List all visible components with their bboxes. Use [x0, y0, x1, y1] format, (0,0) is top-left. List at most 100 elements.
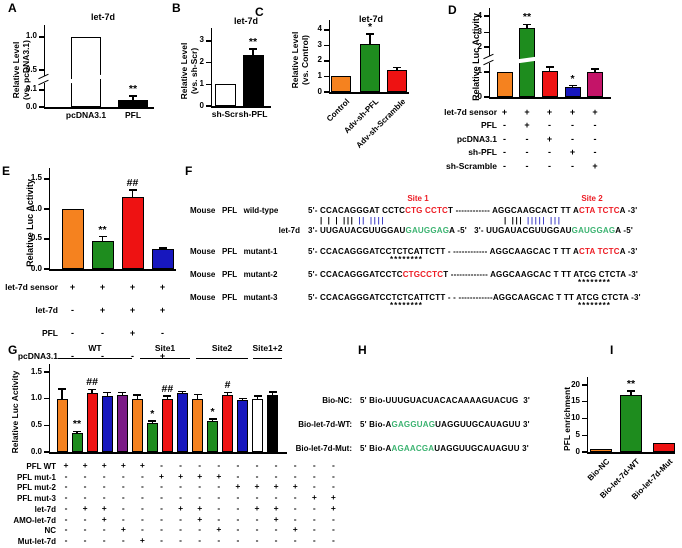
matrix-sign: + [273, 481, 279, 492]
error-bar [226, 392, 229, 396]
matrix-sign: - [160, 460, 163, 470]
matrix-sign: - [64, 470, 68, 481]
bar-bar-1 [71, 433, 83, 452]
matrix-sign: - [64, 534, 68, 545]
y-axis-label: Relative Luc Activity [24, 178, 35, 267]
matrix-sign: - [102, 534, 106, 545]
matrix-sign: + [569, 107, 576, 117]
error-bar-cap [103, 391, 112, 394]
matrix-sign: - [160, 534, 163, 545]
matrix-sign: - [525, 147, 529, 158]
bar-bar-10 [207, 421, 218, 452]
matrix-sign: + [82, 460, 88, 470]
matrix-sign: - [83, 513, 87, 524]
matrix-sign: + [101, 502, 107, 513]
matrix-sign: + [254, 502, 260, 513]
probe-label: Bio-let-7d-Mut: [295, 444, 352, 453]
matrix-sign: - [198, 481, 202, 492]
seq-row-label: Mouse PFL wild-type [190, 206, 279, 215]
matrix-sign: + [501, 107, 508, 117]
tick-mark [324, 91, 329, 93]
tick-mark [44, 178, 49, 180]
matrix-sign: + [569, 147, 576, 158]
matrix-sign: - [121, 502, 125, 513]
seq-segment: A -3' [619, 206, 638, 215]
matrix-sign: - [160, 481, 163, 492]
group-label: Site2 [211, 343, 233, 353]
significance-label: ** [72, 418, 82, 431]
tick-label: 1.0 [30, 393, 42, 403]
tick-mark [206, 105, 211, 107]
matrix-sign: + [178, 470, 184, 481]
seq-row-label: Mouse PFL mutant-3 [190, 293, 278, 302]
significance-label: # [224, 379, 231, 392]
seq-row-label: Mouse PFL mutant-2 [190, 270, 278, 279]
matrix-sign: - [217, 513, 221, 524]
matrix-sign: - [71, 305, 74, 315]
error-bar-cap [163, 395, 172, 397]
tick-label: 0.5 [30, 419, 42, 429]
tick-mark [39, 89, 44, 91]
matrix-sign: - [64, 492, 68, 503]
bar-pfl [118, 99, 148, 107]
binding-site-label: Site 1 [407, 194, 429, 203]
matrix-sign: - [179, 460, 183, 470]
matrix-sign: + [139, 460, 145, 470]
tick-label: 0 [317, 86, 322, 96]
y-axis [48, 364, 50, 454]
matrix-sign: - [236, 470, 240, 481]
error-bar-cap [366, 33, 374, 35]
matrix-sign: - [198, 492, 202, 503]
tick-label: 0.1 [25, 84, 37, 94]
matrix-sign: - [255, 492, 259, 503]
seq-segment: 5'- CCACAGGGAT CCTC [308, 206, 406, 215]
error-bar-cap [98, 236, 107, 238]
tick-label: 5 [575, 429, 580, 439]
x-axis [328, 92, 409, 94]
probe-label: Bio-NC: [322, 396, 352, 405]
error-bar [594, 68, 596, 73]
error-bar [151, 421, 153, 424]
matrix-sign: - [102, 492, 106, 503]
x-label: PFL [124, 109, 142, 120]
seq-segment: UAGGUUGCAUAGUU 3' [435, 420, 530, 429]
matrix-sign: - [293, 470, 297, 481]
tick-mark [324, 44, 329, 47]
x-label: Adv-sh-Scramble [354, 97, 408, 150]
matrix-sign: - [83, 524, 87, 535]
significance-label: * [570, 72, 575, 85]
matrix-sign: - [236, 492, 240, 503]
matrix-sign: - [217, 492, 221, 503]
chart-title: let-7d [90, 12, 115, 22]
matrix-sign: - [236, 534, 240, 545]
error-bar [571, 85, 574, 88]
x-axis [48, 452, 287, 454]
tick-label: 4 [477, 10, 482, 20]
seq-segment: 5' Bio-UUUGUACUACACAAAAGUACUG 3' [360, 396, 530, 405]
bar-bar-13 [252, 398, 264, 452]
matrix-sign: - [548, 147, 551, 158]
matrix-sign: + [524, 120, 530, 131]
seq-segment: T [443, 270, 451, 279]
chart-title: let-7d [233, 16, 258, 26]
matrix-sign: - [331, 470, 335, 481]
panel-e-label: E [2, 164, 11, 178]
seq-segment: 5'- CCACAGGGATCCTCTCATTCTT - [308, 247, 454, 256]
matrix-sign: - [331, 481, 335, 492]
matrix-row-label: PFL [41, 328, 58, 338]
probe-sequence: 5' Bio-AAGAACGAUAGGUUGCAUAGUU 3' [360, 444, 529, 453]
error-bar [106, 392, 108, 397]
seq-segment-red: CTA TCTC [579, 247, 620, 256]
tick-label: 10 [571, 413, 580, 422]
matrix-sign: + [101, 460, 107, 470]
matrix-row-label: AMO-let-7d [13, 515, 56, 525]
matrix-sign: - [593, 147, 597, 158]
bar-bar-2 [86, 393, 98, 452]
y-axis [43, 25, 45, 109]
sequence-line: 5'- CCACAGGGAT CCTCCTG CCTCT -----------… [308, 206, 637, 215]
bar-pcdna3-1 [71, 36, 101, 107]
matrix-sign: - [331, 460, 335, 470]
probe-sequence: 5' Bio-UUUGUACUACACAAAAGUACUG 3' [360, 396, 530, 405]
matrix-sign: + [129, 328, 136, 338]
seq-segment: A -5' [615, 226, 633, 235]
